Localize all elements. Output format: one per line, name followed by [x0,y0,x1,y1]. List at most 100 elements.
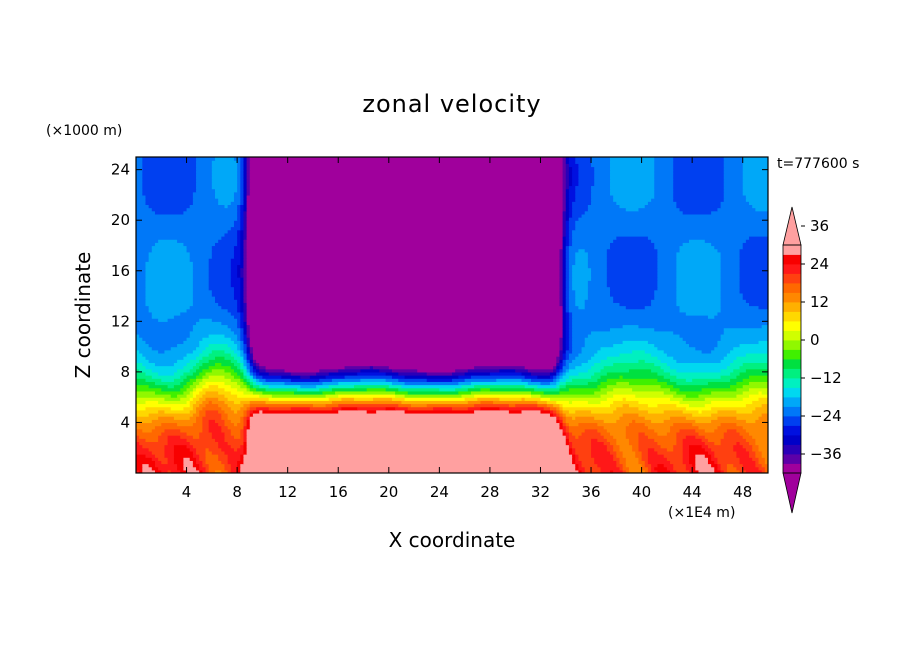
contour-cell [243,188,248,193]
x-axis-label: X coordinate [389,528,516,552]
contour-cell [205,466,210,471]
contour-cell [742,292,768,297]
contour-cell [644,431,658,436]
contour-cell [243,330,248,335]
contour-cell [211,160,238,164]
contour-cell [369,365,374,370]
contour-cell [559,412,564,417]
contour-cell [572,280,589,284]
contour-cell [183,378,191,382]
contour-cell [616,381,630,386]
contour-cell [240,292,245,297]
contour-cell [154,460,162,465]
contour-cell [249,422,561,427]
contour-cell [246,264,561,269]
contour-cell [145,371,159,376]
contour-cell [676,299,722,303]
contour-cell [186,438,216,442]
contour-cell [246,431,564,436]
contour-cell [559,267,564,272]
contour-cell [578,248,586,253]
contour-cell [578,172,595,177]
contour-cell [237,163,241,168]
contour-cell [752,204,768,209]
contour-cell [211,289,235,294]
contour-cell [145,296,194,300]
contour-cell [565,251,570,256]
contour-cell [230,469,238,473]
contour-cell [508,409,523,414]
contour-cell [565,368,570,373]
contour-cell [470,375,526,379]
contour-cell [651,352,668,357]
contour-cell [625,431,640,436]
contour-cell [240,169,245,174]
contour-cell [657,403,677,408]
contour-cell [136,283,147,288]
contour-cell [401,400,469,405]
contour-cell [575,460,583,465]
contour-cell [673,384,731,389]
contour-cell [622,466,630,471]
contour-cell [556,400,570,405]
contour-cell [136,333,140,338]
contour-cell [562,356,567,360]
contour-cell [186,387,194,392]
contour-cell [562,321,567,326]
contour-cell [559,419,564,424]
contour-cell [196,185,213,190]
contour-cell [237,365,241,370]
contour-cell [240,251,245,256]
contour-cell [695,419,712,424]
contour-cell [682,242,712,247]
contour-cell [749,302,768,307]
contour-cell [461,394,475,398]
contour-cell [398,387,440,392]
contour-cell [632,419,636,424]
contour-cell [136,400,147,405]
contour-cell [388,365,475,370]
contour-cell [657,251,677,256]
contour-cell [565,435,570,439]
contour-cell [246,280,561,284]
contour-cell [243,340,248,345]
contour-cell [600,368,630,373]
contour-cell [568,422,579,427]
contour-cell [565,163,570,168]
contour-cell [562,179,567,183]
contour-cell [537,403,548,408]
contour-cell [575,457,579,461]
contour-cell [644,305,681,310]
contour-cell [243,270,248,275]
contour-cell [173,447,191,452]
contour-cell [240,194,245,199]
contour-cell [714,466,719,471]
contour-cell [572,169,579,174]
contour-cell [742,378,768,382]
contour-cell [243,311,248,316]
contour-cell [600,375,621,379]
contour-cell [211,245,235,250]
y-tick-label: 16 [111,262,130,280]
contour-cell [717,409,737,414]
contour-cell [673,166,725,171]
contour-cell [641,466,649,471]
contour-cell [742,435,753,439]
contour-cell [493,400,538,405]
contour-cell [145,261,194,266]
contour-cell [452,406,469,411]
contour-cell [240,267,245,272]
contour-cell [657,450,684,455]
contour-cell [562,409,570,414]
contour-cell [638,438,655,442]
contour-cell [136,387,162,392]
contour-cell [739,254,768,259]
contour-cell [720,254,741,259]
contour-cell [158,371,175,376]
contour-cell [591,447,608,452]
contour-cell [243,460,573,465]
contour-cell [720,466,728,471]
contour-cell [208,463,226,468]
contour-cell [657,469,671,473]
contour-cell [240,466,576,471]
